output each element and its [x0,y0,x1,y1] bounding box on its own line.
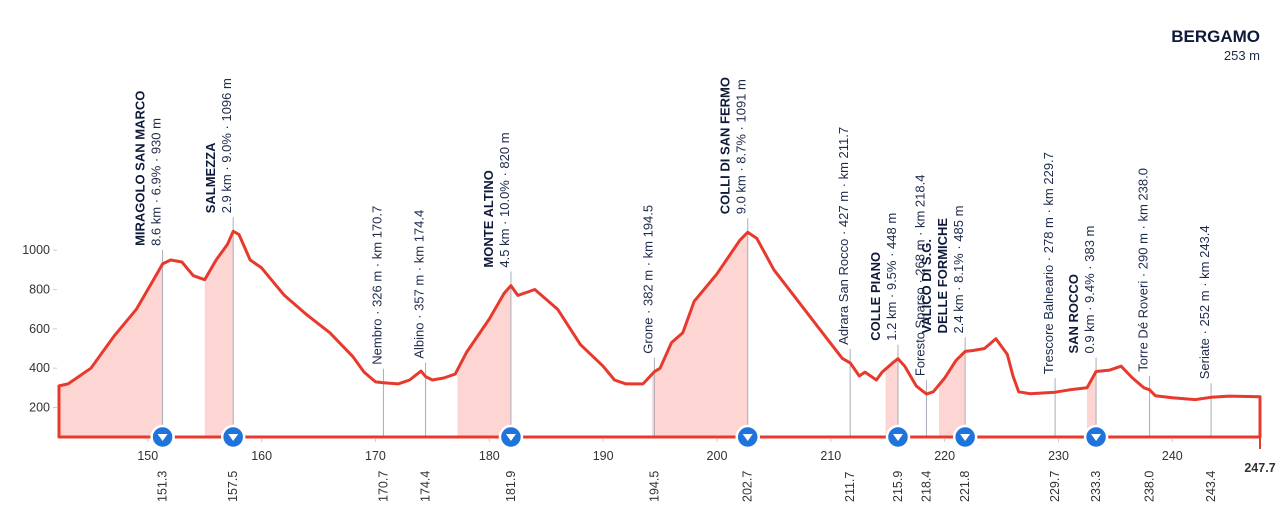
x-tick-label: 150 [137,449,158,463]
climb-detail: 0.9 km · 9.4% · 383 m [1082,226,1097,354]
x-tick-label: 190 [593,449,614,463]
y-tick-label: 200 [29,401,50,415]
km-label: 221.8 [958,471,972,502]
finish-elevation: 253 m [1224,48,1260,63]
y-tick-label: 600 [29,322,50,336]
km-label: 211.7 [843,472,857,502]
km-label: 174.4 [419,471,433,502]
x-tick-label: 180 [479,449,500,463]
y-tick-label: 800 [29,283,50,297]
finish-km: 247.7 [1244,461,1275,475]
climb-marker-arrow [960,434,971,441]
km-label: 233.3 [1089,471,1103,502]
climb-detail: 4.5 km · 10.0% · 820 m [497,132,512,267]
x-tick-label: 160 [251,449,272,463]
km-label: 202.7 [741,471,755,502]
climb-name: VALICO DI S.G. [919,239,934,333]
x-tick-label: 220 [934,449,955,463]
climb-detail: 2.9 km · 9.0% · 1096 m [219,78,234,213]
climb-name: SALMEZZA [203,142,218,213]
y-tick-label: 400 [29,361,50,375]
km-label: 238.0 [1143,471,1157,502]
climb-detail: 9.0 km · 8.7% · 1091 m [734,79,749,214]
waypoint-label: Seriate · 252 m · km 243.4 [1197,225,1212,379]
x-tick-label: 200 [707,449,728,463]
waypoint-label: Foresto Sparso · 268 m · km 218.4 [912,175,927,377]
climb-name: MONTE ALTINO [481,170,496,268]
climb-marker-arrow [505,434,516,441]
climb-marker-arrow [228,434,239,441]
climb-marker-arrow [892,434,903,441]
climb-name: DELLE FORMICHE [935,218,950,334]
km-label: 218.4 [919,471,933,502]
km-label: 194.5 [647,471,661,502]
climb-name: MIRAGOLO SAN MARCO [133,91,148,246]
x-tick-label: 230 [1048,449,1069,463]
finish-name: BERGAMO [1171,27,1260,46]
y-tick-label: 1000 [22,243,50,257]
km-label: 157.5 [226,471,240,502]
elevation-profile [57,229,1262,439]
x-tick-label: 240 [1162,449,1183,463]
climb-marker-arrow [742,434,753,441]
km-label: 151.3 [156,471,170,502]
waypoint-label: Albino · 357 m · km 174.4 [412,210,427,359]
climb-name: COLLE PIANO [868,252,883,341]
waypoint-label: Nembro · 326 m · km 170.7 [369,206,384,365]
climb-detail: 1.2 km · 9.5% · 448 m [884,213,899,341]
climb-detail: 8.6 km · 6.9% · 930 m [149,118,164,246]
x-tick-label: 170 [365,449,386,463]
waypoint-label: Grone · 382 m · km 194.5 [640,205,655,354]
waypoint-label: Torre Dé Roveri · 290 m · km 238.0 [1136,168,1151,372]
x-tick-label: 210 [820,449,841,463]
km-label: 243.4 [1204,471,1218,502]
waypoint-label: Trescore Balneario · 278 m · km 229.7 [1041,152,1056,374]
climb-marker-arrow [1091,434,1102,441]
km-label: 181.9 [504,471,518,502]
km-label: 215.9 [891,471,905,502]
waypoint-label: Adrara San Rocco · 427 m · km 211.7 [836,127,851,345]
climb-marker-arrow [157,434,168,441]
km-label: 170.7 [376,471,390,502]
climb-detail: 2.4 km · 8.1% · 485 m [951,206,966,334]
climb-name: COLLI DI SAN FERMO [718,77,733,214]
km-label: 229.7 [1048,471,1062,502]
climb-name: SAN ROCCO [1066,274,1081,353]
